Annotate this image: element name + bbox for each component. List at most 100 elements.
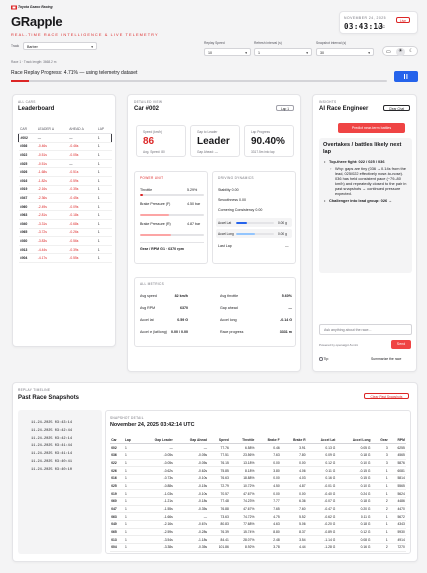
snapshot-cell: 0.16 G	[306, 474, 337, 483]
live-badge[interactable]: Live	[396, 17, 410, 23]
pause-button[interactable]	[394, 71, 418, 82]
leaderboard-row[interactable]: #063 -2.81s -0.18s 1	[18, 210, 112, 221]
snapshot-cell: -0.68s	[173, 551, 209, 553]
leaderboard-row[interactable]: #036 -0.46s -0.46s 1	[18, 142, 112, 152]
leaderboard-row[interactable]: #022 -0.51s -0.05s 1	[18, 150, 112, 160]
snapshot-row: 004 1 -3.38s -0.35s 101.86 8.92% 3.78 4.44 -1.28…	[110, 543, 406, 552]
refresh-select[interactable]: 1 ▾	[254, 48, 312, 56]
snapshot-select[interactable]: 30 ▾	[316, 48, 374, 56]
ai-input[interactable]: Ask anything about the race...	[319, 324, 412, 335]
leaderboard-row[interactable]: #026 -1.68s -0.51s 1	[18, 167, 112, 178]
leaderboard-row[interactable]: #060 -2.49s -0.09s 1	[18, 202, 112, 212]
brake-f-bar-fill	[140, 214, 169, 217]
snapshot-cell: 1	[123, 489, 139, 498]
clear-chat-button[interactable]: Clear Chat	[383, 105, 410, 111]
snapshot-cell: 4.75	[255, 512, 281, 522]
snapshot-cell: 73.63	[208, 512, 230, 522]
snapshot-cell: 016	[110, 474, 124, 483]
detail-car: Car #002	[134, 106, 160, 112]
snapshot-cell: 3.80	[255, 466, 281, 475]
snapshot-cell: 5814	[388, 474, 406, 483]
snapshot-cell: -4.03s	[138, 551, 174, 553]
leaderboard-cell: -1.82s	[36, 176, 68, 186]
leaderboard-cell: 1	[96, 185, 112, 195]
snapshot-list-item[interactable]: 11-24-2025 03:43:14	[31, 421, 72, 425]
leaderboard-row[interactable]: #065 -3.72s -0.26s 1	[18, 228, 112, 238]
replay-speed-select[interactable]: 10 ▾	[204, 48, 251, 56]
snapshot-cell: 1	[371, 482, 389, 491]
predict-battles-button[interactable]: Predict near-term battles	[338, 123, 405, 133]
leaderboard-cell: -3.83s	[36, 236, 68, 246]
snapshot-cell: 80.83	[208, 520, 230, 529]
leaderboard-row[interactable]: #030 -3.83s -0.56s 1	[18, 236, 112, 246]
snapshot-list-item[interactable]: 11-24-2025 03:41:44	[31, 444, 72, 449]
leaderboard-row[interactable]: #040 -3.31s -0.68s 1	[18, 219, 112, 229]
snapshot-table: Car Lap Gap Leader Gap Ahead Speed Throttle Br…	[110, 436, 406, 553]
leaderboard-row[interactable]: #002— —1	[18, 133, 112, 143]
snapshot-cell: 1	[123, 512, 139, 522]
leaderboard-col-header[interactable]: LAP	[96, 125, 112, 135]
leaderboard-col-header[interactable]: LEADER Δ	[36, 125, 68, 135]
track-select[interactable]: Barber ▾	[23, 42, 97, 50]
leaderboard-cell: #013	[18, 245, 37, 255]
metric-label: Accel lat	[140, 318, 154, 322]
leaderboard-row[interactable]: #025 -0.51s —1	[18, 159, 112, 169]
snapshot-cell: 1	[123, 535, 139, 545]
leaderboard-row[interactable]: #016 -1.82s -0.59s 1	[18, 176, 112, 186]
brand-text: Toyota Gazoo Racing	[18, 5, 53, 9]
snapshot-cell: -1.55s	[138, 505, 174, 514]
leaderboard-row[interactable]: #004 -4.17s -0.55s 1	[18, 253, 112, 263]
snapshot-cell: 8.92%	[230, 543, 256, 552]
ai-engineer-card: INSIGHTS AI Race Engineer Clear Chat Pre…	[312, 94, 417, 372]
snapshot-cell: 7.60	[280, 505, 307, 514]
monitor-icon[interactable]: ▭	[386, 48, 391, 55]
speed-box: Speed (km/h) 86 Avg. Speed: 80	[136, 125, 186, 157]
send-label: Send	[396, 342, 406, 347]
snapshot-cell: 77.76	[208, 443, 230, 452]
snapshot-col-header: Brake R	[280, 436, 307, 445]
clear-snapshots-button[interactable]: Clear Past Snapshots	[364, 393, 409, 399]
snapshot-cell: 0.00	[255, 489, 281, 498]
metric-value: 0.00 / 0.00	[171, 330, 188, 334]
ai-title: AI Race Engineer	[319, 106, 369, 112]
leaderboard-row[interactable]: #047 -2.36s -0.45s 1	[18, 193, 112, 203]
leaderboard-cell: 1	[96, 193, 112, 203]
last-lap-label: Last Lap	[218, 244, 232, 248]
leaderboard-row[interactable]: #019 -2.16s -0.35s 1	[18, 185, 112, 195]
timeline-card: REPLAY TIMELINE Past Race Snapshots Clea…	[12, 382, 418, 562]
accel-long-label: Accel Long	[218, 231, 234, 236]
leaderboard-col-header[interactable]: CAR	[18, 125, 37, 135]
snapshot-cell: 13.18%	[230, 459, 256, 468]
snapshot-col-header: Gap Ahead	[173, 436, 209, 445]
leaderboard-cell: -0.59s	[67, 176, 97, 186]
leaderboard-cell: -2.81s	[36, 210, 68, 221]
summarize-link[interactable]: Summarize the race	[371, 357, 402, 361]
leaderboard-cell: -0.46s	[36, 142, 68, 152]
snapshot-list-item[interactable]: 11-24-2025 03:40:41	[31, 459, 72, 464]
leaderboard-row[interactable]: #013 -4.44s -0.39s 1	[18, 245, 112, 255]
leaderboard-col-header[interactable]: AHEAD Δ	[67, 125, 97, 135]
snapshot-cell: 5876	[388, 459, 406, 468]
snapshot-cell: 74.23%	[230, 497, 256, 506]
snapshot-list-item[interactable]: 11-24-2025 03:40:10	[31, 467, 72, 472]
snapshot-row: 036 1 -0.05s -0.05s 77.51 23.56% 7.63 7.80 0.09 …	[110, 451, 406, 460]
snapshot-list-item[interactable]: 11-24-2025 03:42:44	[31, 428, 72, 433]
snapshot-cell: 4470	[388, 505, 406, 514]
snapshot-cell: 7.65	[255, 505, 281, 514]
snapshot-cell: 7.63	[255, 451, 281, 460]
send-button[interactable]: Send	[391, 340, 411, 349]
speed-sub: Avg. Speed: 80	[143, 150, 165, 154]
tip-toggle[interactable]: Tip:	[319, 357, 329, 361]
snapshot-cell: 0.08 G	[336, 535, 372, 545]
metric-value: 6370	[180, 306, 188, 310]
snapshot-cell: 7270	[388, 543, 406, 552]
gap-label: Gap to Leader	[197, 130, 218, 134]
snapshot-list-item[interactable]: 11-24-2025 03:42:14	[31, 436, 72, 441]
leaderboard-cell: -0.46s	[67, 142, 97, 152]
moon-icon[interactable]: ☾	[409, 48, 414, 54]
snapshot-cell: -0.05s	[138, 451, 174, 460]
ai-response-heading: Overtakes / battles likely next lap	[323, 142, 402, 155]
lap-progress-label: Lap Progress	[251, 130, 270, 134]
snapshot-list-item[interactable]: 11-24-2025 03:41:14	[31, 452, 72, 457]
sun-icon[interactable]: ☀	[396, 47, 405, 56]
